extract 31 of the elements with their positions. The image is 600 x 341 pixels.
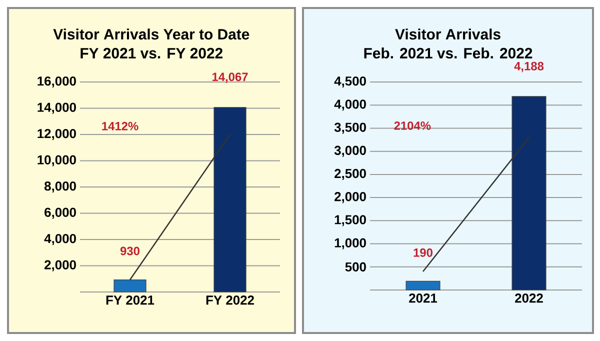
y-tick-label: 6,000 xyxy=(44,208,76,219)
y-tick-label: 4,500 xyxy=(334,76,366,88)
chart-subtitle: Feb. 2021 vs. Feb. 2022 xyxy=(364,48,532,58)
y-tick-label: 12,000 xyxy=(38,128,76,140)
y-tick-label: 500 xyxy=(345,262,366,272)
y-tick-label: 1,500 xyxy=(334,215,366,226)
y-tick-label: 2,000 xyxy=(334,192,366,204)
y-tick-label: 3,000 xyxy=(334,146,366,157)
y-tick-label: 3,500 xyxy=(334,122,366,134)
y-tick-label: 16,000 xyxy=(38,76,76,88)
x-tick-label: 2022 xyxy=(515,294,543,303)
y-tick-label: 14,000 xyxy=(38,102,76,114)
data-label: 190 xyxy=(414,248,432,257)
y-tick-label: 10,000 xyxy=(38,155,76,166)
data-label: 4,188 xyxy=(514,62,544,72)
x-tick-label: 2021 xyxy=(409,294,438,303)
x-tick-label: FY 2021 xyxy=(106,296,154,305)
y-tick-label: 8,000 xyxy=(44,181,76,193)
y-tick-label: 4,000 xyxy=(44,234,76,246)
y-tick-label: 2,000 xyxy=(44,260,76,272)
chart-title: Visitor Arrivals xyxy=(395,28,500,40)
chart-title: Visitor Arrivals Year to Date xyxy=(53,28,250,40)
annotation: 1412% xyxy=(102,122,138,130)
x-tick-label: FY 2022 xyxy=(206,296,254,305)
annotation: 2104% xyxy=(394,121,431,130)
y-tick-label: 1,000 xyxy=(334,238,366,250)
data-label: 14,067 xyxy=(212,72,248,83)
data-label: 930 xyxy=(120,246,140,256)
y-tick-label: 4,000 xyxy=(334,100,366,111)
chart-subtitle: FY 2021 vs. FY 2022 xyxy=(80,48,222,58)
y-tick-label: 2,500 xyxy=(334,168,366,180)
